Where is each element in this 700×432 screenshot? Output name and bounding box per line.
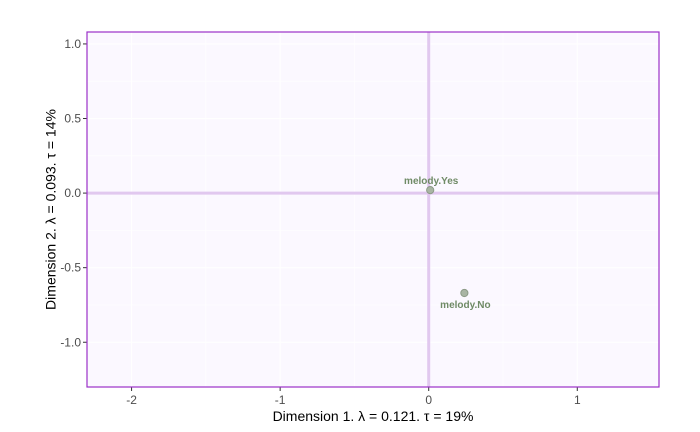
y-axis-title: Dimension 2. λ = 0.093. τ = 14% — [43, 109, 59, 310]
y-tick-label: 1.0 — [64, 37, 81, 51]
y-tick-label: 0.5 — [64, 112, 81, 126]
x-tick-label: 0 — [425, 393, 432, 407]
y-tick-label: -1.0 — [60, 335, 81, 349]
x-tick-label: -2 — [126, 393, 137, 407]
data-point-label: melody.Yes — [404, 176, 459, 187]
y-axis-ticks: 1.0 0.5 0.0 -0.5 -1.0 — [60, 37, 87, 349]
data-point — [426, 186, 435, 195]
plot-border — [86, 31, 660, 388]
data-point — [460, 288, 469, 298]
reference-lines — [87, 32, 659, 387]
x-tick-label: 1 — [574, 393, 581, 407]
data-point-label: melody.No — [440, 300, 490, 311]
y-tick-label: 0.0 — [64, 186, 81, 200]
plot-panel — [87, 32, 659, 387]
x-tick-label: -1 — [275, 393, 286, 407]
y-tick-label: -0.5 — [60, 261, 81, 275]
data-points: melody.Yes melody.No — [404, 176, 491, 311]
x-axis-ticks: -2 -1 0 1 — [126, 387, 581, 407]
x-axis-title: Dimension 1. λ = 0.121. τ = 19% — [273, 408, 474, 424]
